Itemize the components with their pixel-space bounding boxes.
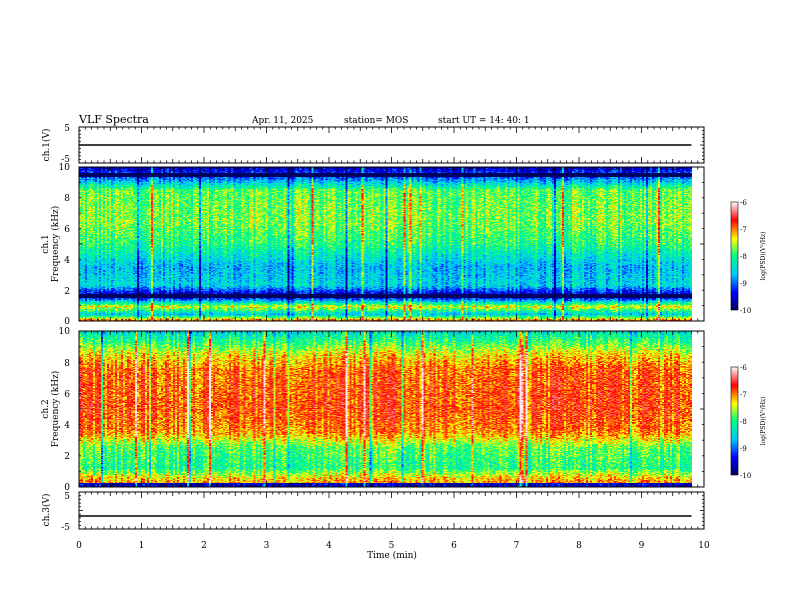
ch2-channel-label: ch.2 [41,399,51,418]
x-tick-label: 5 [389,541,395,551]
x-tick-label: 0 [76,541,82,551]
x-tick-label: 3 [264,541,270,551]
ch2-frequency-axis-label: Frequency (kHz) [50,371,61,448]
ch1-cb-tick-6: -6 [740,199,747,207]
ch1-channel-label: ch.1 [41,234,51,253]
ch1-freq-tick-2: 2 [64,287,70,297]
x-tick-label: 4 [326,541,332,551]
start-time-label: start UT = 14: 40: 1 [438,116,530,126]
ch2-colorbar [730,366,739,476]
ch1-waveform-panel: 5 -5 ch.1(V) [41,124,705,165]
x-tick-label: 9 [639,541,645,551]
x-axis-tick-labels: 0 1 2 3 4 5 6 7 8 9 10 [76,541,710,551]
ch1-colorbar [730,201,739,311]
ch1-frequency-axis-label: Frequency (kHz) [50,206,61,283]
x-tick-label: 7 [514,541,520,551]
ch1-spectrogram-panel: 10 8 6 4 2 0 ch.1 Frequency (kHz) -6 -7 … [41,163,767,327]
ch2-colorbar-label: log(PSD)(V²/Hz) [760,397,767,446]
x-tick-label: 1 [139,541,145,551]
ch2-freq-tick-10: 10 [59,327,71,337]
ch2-cb-tick-7: -7 [740,391,747,399]
ch2-freq-tick-2: 2 [64,452,70,462]
ch1-cb-tick-7: -7 [740,226,747,234]
station-label: station= MOS [344,116,408,126]
x-tick-label: 6 [451,541,457,551]
ch2-cb-tick-8: -8 [740,418,747,426]
ch2-freq-tick-8: 8 [64,359,70,369]
ch3-ytick-bottom: -5 [61,523,70,533]
ch1-cb-tick-8: -8 [740,253,747,261]
x-tick-label: 2 [201,541,207,551]
x-axis-label: Time (min) [367,550,417,561]
ch1-spectrogram-heatmap [79,167,692,321]
ch3-waveform-panel: 5 -5 ch.3(V) [41,491,705,533]
x-tick-label: 8 [576,541,582,551]
ch1-freq-tick-10: 10 [59,163,71,173]
ch1-ytick-top: 5 [64,124,70,134]
ch2-cb-tick-9: -9 [740,445,747,453]
ch2-cb-tick-6: -6 [740,364,747,372]
ch1-freq-tick-6: 6 [64,225,70,235]
ch1-cb-tick-9: -9 [740,280,747,288]
ch1-colorbar-label: log(PSD)(V²/Hz) [760,232,767,281]
ch1-ytick-bottom: -5 [61,155,70,165]
x-tick-label: 10 [698,541,710,551]
ch2-freq-tick-6: 6 [64,390,70,400]
date-label: Apr. 11, 2025 [251,116,314,126]
ch1-freq-tick-0: 0 [64,317,70,327]
ch2-spectrogram-panel: 10 8 6 4 2 0 ch.2 Frequency (kHz) -6 -7 … [41,327,767,493]
ch2-freq-tick-4: 4 [64,421,70,431]
ch1-cb-tick-10: -10 [740,307,751,315]
chart-title: VLF Spectra [78,113,149,126]
ch2-cb-tick-10: -10 [740,472,751,480]
ch3-voltage-axis-label: ch.3(V) [41,494,52,527]
ch3-ytick-top: 5 [64,492,70,502]
ch1-freq-tick-8: 8 [64,194,70,204]
ch1-voltage-axis-label: ch.1(V) [41,129,52,162]
ch2-freq-tick-0: 0 [64,483,70,493]
ch1-freq-tick-4: 4 [64,256,70,266]
ch2-spectrogram-heatmap [79,331,692,487]
